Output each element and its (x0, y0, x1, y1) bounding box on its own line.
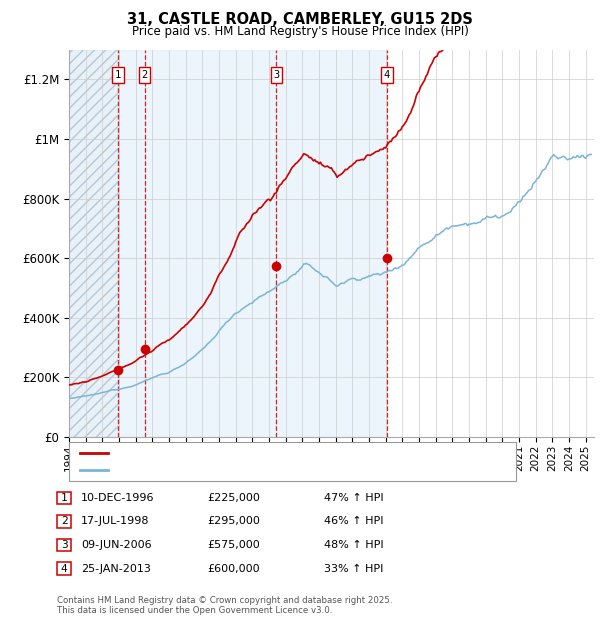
Text: 2: 2 (142, 70, 148, 80)
Text: Price paid vs. HM Land Registry's House Price Index (HPI): Price paid vs. HM Land Registry's House … (131, 25, 469, 38)
Text: 3: 3 (61, 540, 68, 550)
Text: 48% ↑ HPI: 48% ↑ HPI (324, 540, 383, 550)
Bar (145, 50, 277, 437)
Bar (69, 50, 118, 437)
Text: 25-JAN-2013: 25-JAN-2013 (81, 564, 151, 574)
Text: Contains HM Land Registry data © Crown copyright and database right 2025.
This d: Contains HM Land Registry data © Crown c… (57, 596, 392, 615)
Text: 33% ↑ HPI: 33% ↑ HPI (324, 564, 383, 574)
Text: £225,000: £225,000 (207, 493, 260, 503)
Text: 17-JUL-1998: 17-JUL-1998 (81, 516, 149, 526)
Text: 31, CASTLE ROAD, CAMBERLEY, GU15 2DS (detached house): 31, CASTLE ROAD, CAMBERLEY, GU15 2DS (de… (112, 448, 430, 458)
Text: 47% ↑ HPI: 47% ↑ HPI (324, 493, 383, 503)
Text: 46% ↑ HPI: 46% ↑ HPI (324, 516, 383, 526)
Bar (69, 50, 118, 437)
Text: 10-DEC-1996: 10-DEC-1996 (81, 493, 155, 503)
Text: £575,000: £575,000 (207, 540, 260, 550)
Text: 4: 4 (384, 70, 390, 80)
Bar (118, 50, 145, 437)
Text: 2: 2 (61, 516, 68, 526)
Text: £295,000: £295,000 (207, 516, 260, 526)
Text: 3: 3 (273, 70, 280, 80)
Text: 09-JUN-2006: 09-JUN-2006 (81, 540, 152, 550)
Text: 31, CASTLE ROAD, CAMBERLEY, GU15 2DS: 31, CASTLE ROAD, CAMBERLEY, GU15 2DS (127, 12, 473, 27)
Text: 1: 1 (115, 70, 121, 80)
Text: HPI: Average price, detached house, Surrey Heath: HPI: Average price, detached house, Surr… (112, 465, 374, 475)
Bar (277, 50, 387, 437)
Text: 4: 4 (61, 564, 68, 574)
Text: £600,000: £600,000 (207, 564, 260, 574)
Text: 1: 1 (61, 493, 68, 503)
